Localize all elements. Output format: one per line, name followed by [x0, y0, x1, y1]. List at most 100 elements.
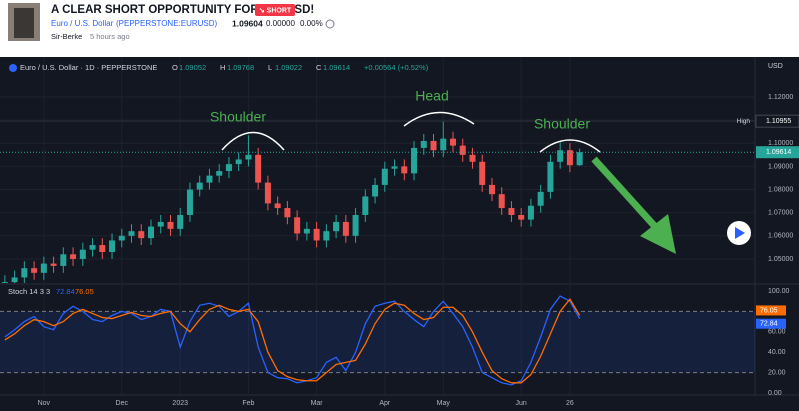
x-tick-label: 2023 [172, 400, 188, 407]
price: 1.09604 [232, 18, 263, 28]
candle-body [31, 268, 38, 273]
x-tick-label: Nov [38, 400, 51, 407]
candle-body [381, 168, 388, 185]
y-tick-label: 1.06000 [768, 233, 793, 240]
candle-body [196, 182, 203, 190]
annotation: Shoulder [534, 116, 590, 132]
idea-title: A CLEAR SHORT OPPORTUNITY FOR EURUSD! [51, 4, 314, 16]
legend-value: 1.09052 [179, 63, 206, 72]
candle-body [430, 140, 437, 151]
alert-icon[interactable] [325, 19, 335, 29]
annotation: Shoulder [210, 109, 266, 125]
x-tick-label: Dec [116, 400, 129, 407]
legend-letter: O [172, 63, 178, 72]
y-tick-label: 1.12000 [768, 94, 793, 101]
candle-body [527, 205, 534, 220]
stoch-badge [756, 318, 786, 329]
candle-body [50, 263, 57, 266]
stoch-band [0, 311, 755, 373]
legend-title: Euro / U.S. Dollar · 1D · PEPPERSTONE [20, 63, 157, 72]
legend-change: +0.00564 (+0.52%) [364, 63, 429, 72]
candle-body [313, 228, 320, 241]
avatar-figure [14, 8, 34, 38]
short-badge: ↘ SHORT [259, 7, 292, 14]
x-tick-label: May [437, 400, 451, 407]
stoch-legend-value: 72.84 [56, 287, 75, 296]
candle-body [498, 194, 505, 209]
legend-letter: L [268, 63, 272, 72]
candle-body [1, 282, 8, 283]
candle-body [79, 249, 86, 259]
x-tick-label: Feb [242, 400, 254, 407]
symbol-name[interactable]: Euro / U.S. Dollar [51, 19, 114, 28]
candle-body [216, 171, 223, 176]
candle-body [138, 231, 145, 239]
x-tick-label: 26 [566, 400, 574, 407]
candle-body [148, 226, 154, 239]
high-badge [755, 114, 799, 128]
last-price: 1.09614 [766, 149, 791, 156]
x-tick-label: Mar [311, 400, 324, 407]
candle-body [255, 154, 262, 183]
stoch-name: Stoch 14 3 3 [8, 287, 50, 296]
stoch-badge [756, 305, 786, 316]
candle-body [274, 203, 281, 209]
candle-body [60, 254, 67, 266]
legend-value: 1.09022 [275, 63, 302, 72]
symbol-code[interactable]: (PEPPERSTONE:EURUSD) [116, 19, 218, 28]
candle-body [89, 245, 96, 250]
candle-body [235, 159, 242, 165]
arrow-shaft [591, 156, 663, 235]
play-icon [735, 227, 745, 239]
candle-body [420, 140, 427, 148]
pattern-arc [403, 111, 475, 127]
x-tick-label: Apr [379, 400, 391, 407]
y-tick-label: 1.08000 [768, 186, 793, 193]
high-value: 1.10955 [766, 118, 791, 125]
candle-body [508, 208, 515, 215]
candle-body [362, 196, 369, 215]
stoch-tick-label: 20.00 [768, 369, 786, 376]
candle-body [109, 240, 116, 253]
candle-body [128, 231, 135, 236]
candle-body [284, 208, 291, 218]
candle-body [118, 235, 125, 241]
candle-body [99, 245, 106, 253]
candle-body [157, 221, 164, 227]
candle-body [469, 154, 476, 162]
candle-body [303, 228, 310, 234]
y-tick-label: 1.10000 [768, 140, 793, 147]
header-bg [0, 0, 799, 57]
candle-body [352, 214, 359, 236]
stoch-legend-value: 76.05 [75, 287, 94, 296]
stoch-badge-value: 72.84 [760, 321, 778, 328]
candle-body [566, 150, 573, 166]
candles [1, 121, 583, 283]
candle-body [245, 154, 252, 160]
stoch-line [4, 298, 581, 384]
candle-body [479, 161, 486, 185]
stoch-tick-label: 40.00 [768, 349, 786, 356]
candle-body [294, 217, 301, 234]
y-tick-label: 1.05000 [768, 256, 793, 263]
candle-body [167, 221, 174, 229]
high-label: High [737, 118, 751, 125]
author[interactable]: Sir-Berke [51, 32, 82, 41]
legend-letter: H [220, 63, 225, 72]
candle-body [70, 254, 77, 259]
stoch-line [4, 295, 581, 386]
candle-body [450, 138, 456, 146]
candle-body [372, 184, 379, 197]
y-tick-label: 1.07000 [768, 210, 793, 217]
pattern-arc [221, 131, 285, 151]
candle-body [488, 184, 495, 195]
stoch-badge-value: 76.05 [760, 307, 778, 314]
arrow-head [640, 214, 676, 254]
short-badge-bg [255, 4, 295, 16]
currency: USD [768, 63, 783, 70]
candle-body [576, 152, 583, 166]
candle-body [459, 145, 466, 155]
stoch-tick-label: 100.00 [768, 288, 790, 295]
stoch-tick-label: 60.00 [768, 329, 786, 336]
